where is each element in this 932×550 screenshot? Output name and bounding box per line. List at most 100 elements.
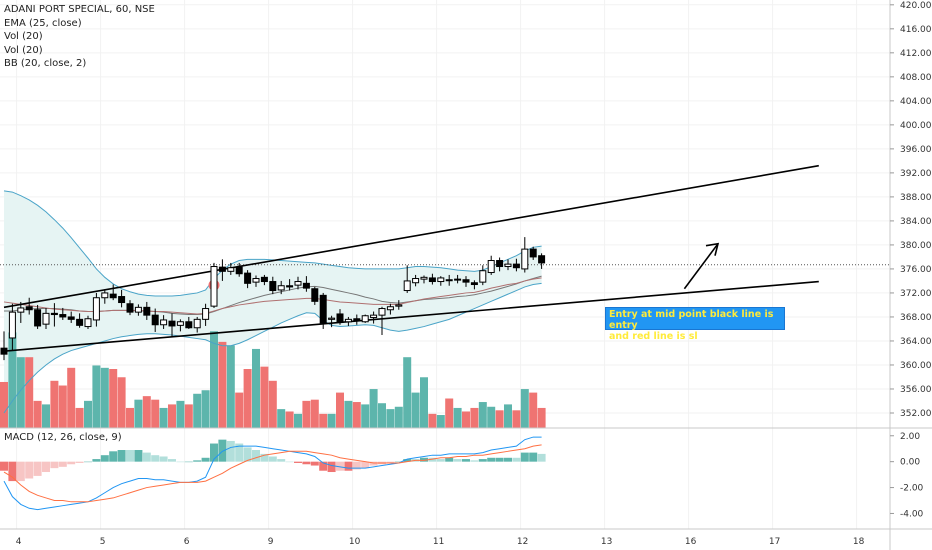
price-tick-label: 364.00 — [900, 337, 932, 347]
legend-vol-2[interactable]: Vol (20) — [4, 44, 43, 56]
candle — [210, 262, 218, 308]
candle-body — [437, 277, 445, 283]
price-tick-label: 360.00 — [900, 361, 932, 371]
candle-body — [8, 311, 16, 339]
macd-histogram-bar — [184, 461, 193, 463]
legend-vol-1[interactable]: Vol (20) — [4, 31, 43, 43]
price-tick-label: 352.00 — [900, 409, 932, 419]
volume-bar — [42, 404, 50, 428]
price-tick-label: 368.00 — [900, 313, 932, 323]
candle-body — [160, 319, 168, 326]
volume-bar — [327, 413, 336, 428]
candle — [487, 255, 495, 275]
macd-histogram-bar — [235, 443, 244, 462]
candle-body — [168, 320, 176, 327]
macd-histogram-bar — [134, 450, 143, 462]
candle — [193, 316, 201, 333]
macd-histogram-bar — [201, 457, 210, 462]
price-tick-label: 408.00 — [900, 73, 932, 83]
macd-histogram-bar — [512, 457, 521, 462]
price-tick-label: 392.00 — [900, 169, 932, 179]
candle-body — [512, 263, 520, 269]
macd-histogram-bar — [520, 452, 529, 462]
candle — [269, 276, 277, 295]
volume-bar — [420, 377, 428, 428]
volume-bar — [109, 369, 118, 428]
candle — [134, 304, 142, 316]
volume-bar — [537, 407, 546, 428]
macd-histogram-bar — [33, 461, 42, 476]
candle — [76, 313, 84, 328]
volume-bar — [294, 413, 302, 428]
macd-histogram-bar — [445, 457, 454, 462]
macd-histogram-bar — [151, 455, 160, 462]
legend-symbol[interactable]: ADANI PORT SPECIAL, 60, NSE — [4, 4, 155, 15]
macd-histogram-bar — [210, 443, 218, 462]
candle — [84, 315, 92, 329]
volume-bar — [142, 396, 151, 428]
legend-bb[interactable]: BB (20, close, 2) — [4, 58, 87, 70]
candle — [403, 265, 411, 293]
candle-body — [428, 277, 436, 283]
candle-body — [67, 316, 75, 320]
macd-histogram-bar — [302, 461, 311, 465]
time-tick-label: 13 — [601, 537, 612, 547]
macd-histogram-bar — [84, 461, 92, 463]
candle — [395, 300, 403, 310]
time-tick-label: 4 — [16, 537, 22, 547]
macd-histogram-bar — [218, 439, 227, 462]
volume-bar — [310, 399, 319, 428]
candle-body — [328, 317, 336, 320]
candle-body — [109, 293, 117, 299]
price-tick-label: 356.00 — [900, 385, 932, 395]
candle — [92, 292, 100, 327]
candle-body — [59, 314, 67, 318]
candle-body — [529, 248, 537, 258]
candle-body — [42, 312, 50, 325]
macd-histogram-bar — [25, 461, 34, 479]
candle-body — [378, 308, 386, 316]
macd-histogram-bar — [344, 461, 353, 471]
macd-histogram-bar — [243, 447, 252, 462]
macd-histogram-bar — [159, 456, 168, 462]
time-tick-label: 16 — [685, 537, 697, 547]
macd-legend[interactable]: MACD (12, 26, close, 9) — [4, 432, 122, 443]
candle-body — [227, 267, 235, 272]
time-tick-label: 18 — [853, 537, 865, 547]
candle — [454, 274, 462, 284]
legend-ema[interactable]: EMA (25, close) — [4, 17, 82, 29]
volume-bar — [445, 398, 454, 428]
macd-histogram-bar — [336, 461, 344, 471]
candle-body — [470, 282, 478, 286]
candle-body — [386, 306, 394, 311]
macd-histogram-bar — [0, 461, 8, 471]
candle — [118, 289, 126, 308]
macd-histogram-bar — [117, 450, 126, 462]
candlesticks — [0, 237, 546, 361]
macd-histogram-bar — [75, 461, 84, 463]
volume-bar — [428, 413, 437, 428]
macd-histogram-bar — [537, 453, 546, 462]
volume-bar — [302, 400, 311, 428]
volume-bar — [462, 411, 470, 428]
candle — [294, 276, 302, 290]
candle-body — [235, 266, 243, 275]
candle-body — [260, 276, 268, 283]
candle-body — [395, 304, 403, 307]
macd-histogram-bar — [420, 457, 428, 462]
candle — [277, 280, 285, 295]
candle — [538, 253, 546, 269]
macd-histogram-bar — [260, 453, 269, 462]
annotation-note[interactable]: Entry at mid point black line is entry a… — [605, 307, 785, 342]
signal-line — [3, 444, 542, 503]
macd-histogram-bar — [226, 440, 235, 462]
candle — [202, 303, 210, 326]
time-tick-label: 9 — [268, 537, 274, 547]
candle — [0, 331, 8, 361]
macd-histogram-bar — [462, 459, 470, 462]
candle-body — [176, 321, 184, 326]
candle — [176, 319, 184, 332]
volume-bar — [352, 402, 361, 428]
candle-body — [151, 314, 159, 326]
